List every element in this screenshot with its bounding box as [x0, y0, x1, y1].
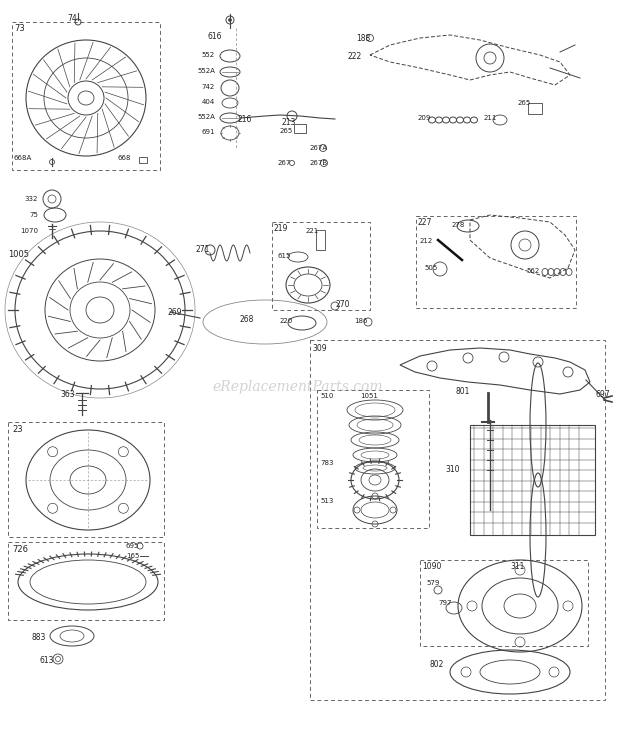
Text: 1090: 1090 — [422, 562, 441, 571]
Text: 219: 219 — [274, 224, 288, 233]
Text: 579: 579 — [426, 580, 440, 586]
Text: 270: 270 — [336, 300, 350, 309]
Text: 186: 186 — [354, 318, 368, 324]
Text: 311: 311 — [510, 562, 525, 571]
Circle shape — [229, 19, 231, 22]
Text: 668A: 668A — [14, 155, 32, 161]
Text: 213: 213 — [282, 118, 296, 127]
Text: 363: 363 — [60, 390, 74, 399]
Text: 267A: 267A — [310, 145, 328, 151]
Text: 505: 505 — [424, 265, 437, 271]
Text: 221: 221 — [306, 228, 319, 234]
Text: 726: 726 — [12, 545, 28, 554]
Text: 668: 668 — [118, 155, 131, 161]
Text: 310: 310 — [445, 465, 459, 474]
Text: 74: 74 — [67, 14, 77, 23]
Text: 1051: 1051 — [360, 393, 378, 399]
Text: 271: 271 — [196, 245, 210, 254]
Bar — [310, 340, 605, 700]
Text: 73: 73 — [14, 24, 25, 33]
Text: 697: 697 — [595, 390, 609, 399]
Text: 227: 227 — [418, 218, 432, 227]
Text: eReplacementParts.com: eReplacementParts.com — [212, 380, 383, 394]
Text: 265: 265 — [518, 100, 531, 106]
Text: 883: 883 — [32, 633, 46, 642]
Text: 267B: 267B — [310, 160, 328, 166]
Text: 552A: 552A — [197, 114, 215, 120]
Text: 797: 797 — [438, 600, 451, 606]
Text: 265: 265 — [280, 128, 293, 134]
Text: 552A: 552A — [197, 68, 215, 74]
Text: 267: 267 — [278, 160, 291, 166]
Text: 188: 188 — [356, 34, 370, 43]
Bar — [12, 22, 160, 170]
Text: 1070: 1070 — [20, 228, 38, 234]
Bar — [8, 542, 164, 620]
Text: 212: 212 — [420, 238, 433, 244]
Text: 562: 562 — [526, 268, 539, 274]
Bar — [316, 230, 325, 250]
Bar — [8, 422, 164, 537]
Text: 404: 404 — [202, 99, 215, 105]
Text: 552: 552 — [202, 52, 215, 58]
Text: 513: 513 — [320, 498, 334, 504]
Text: 613: 613 — [40, 656, 55, 665]
Bar — [317, 390, 429, 528]
Bar — [420, 560, 588, 646]
Bar — [294, 124, 306, 133]
Text: 211: 211 — [484, 115, 497, 121]
Text: 222: 222 — [348, 52, 362, 61]
Bar — [416, 216, 576, 308]
Bar — [139, 157, 147, 163]
Text: 616: 616 — [208, 32, 222, 41]
Text: 278: 278 — [452, 222, 466, 228]
Text: 209: 209 — [418, 115, 432, 121]
Text: 802: 802 — [430, 660, 445, 669]
Text: 220: 220 — [280, 318, 293, 324]
Text: 75: 75 — [29, 212, 38, 218]
Text: 23: 23 — [12, 425, 22, 434]
Text: 783: 783 — [320, 460, 334, 466]
Text: 309: 309 — [312, 344, 327, 353]
Text: 332: 332 — [25, 196, 38, 202]
Bar — [528, 103, 542, 114]
Text: 216: 216 — [238, 115, 252, 124]
Text: 1005: 1005 — [8, 250, 29, 259]
Text: 165: 165 — [126, 553, 140, 559]
Text: 742: 742 — [202, 84, 215, 90]
Text: 695: 695 — [126, 543, 140, 549]
Text: 691: 691 — [202, 129, 215, 135]
Text: 510: 510 — [320, 393, 334, 399]
Text: 269: 269 — [168, 308, 182, 317]
Text: 268: 268 — [240, 315, 254, 324]
Bar — [272, 222, 370, 310]
Bar — [470, 425, 595, 535]
Text: 615: 615 — [278, 253, 291, 259]
Text: 801: 801 — [456, 387, 471, 396]
